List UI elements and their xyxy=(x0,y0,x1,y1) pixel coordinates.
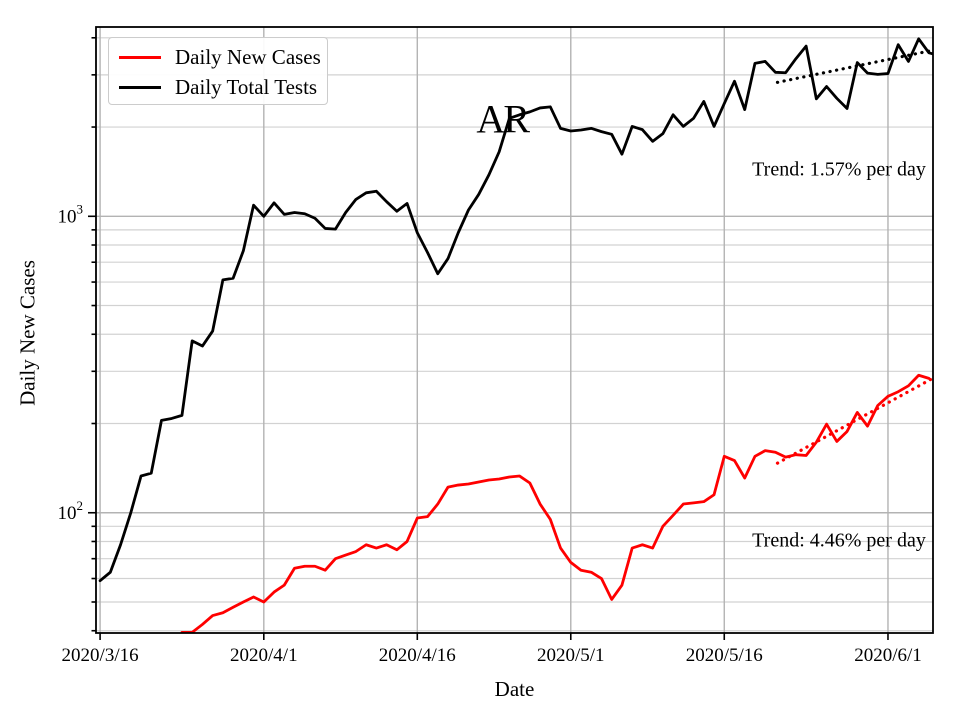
legend-label-daily-new-cases: Daily New Cases xyxy=(175,44,321,69)
minor-gridlines xyxy=(96,37,933,632)
tests-trend-annotation: Trend: 1.57% per day xyxy=(752,158,926,181)
trend-dotted-line-1 xyxy=(775,377,933,465)
red-line-swatch xyxy=(119,55,161,59)
y-axis-title: Daily New Cases xyxy=(15,260,40,406)
legend-label-daily-total-tests: Daily Total Tests xyxy=(175,74,318,99)
y-tick-labels: 102 103 xyxy=(58,201,84,523)
data-series xyxy=(98,37,933,633)
daily-total-tests-line xyxy=(98,37,933,583)
svg-text:2020/4/1: 2020/4/1 xyxy=(230,645,298,666)
major-gridlines xyxy=(96,27,933,633)
svg-text:103: 103 xyxy=(58,201,84,227)
legend-item-daily-new-cases: Daily New Cases xyxy=(109,42,327,72)
trend-dotted-line-0 xyxy=(775,49,933,84)
cases-trend-annotation: Trend: 4.46% per day xyxy=(752,529,926,552)
axis-ticks xyxy=(88,36,889,640)
svg-text:2020/3/16: 2020/3/16 xyxy=(62,645,139,666)
legend-item-daily-total-tests: Daily Total Tests xyxy=(109,72,327,102)
state-code-annotation: AR xyxy=(476,96,530,142)
x-tick-labels: 2020/3/16 2020/4/1 2020/4/16 2020/5/1 2020/5… xyxy=(62,645,922,666)
svg-text:2020/5/16: 2020/5/16 xyxy=(686,645,763,666)
daily-new-cases-line xyxy=(180,373,931,633)
black-line-swatch xyxy=(119,85,161,89)
svg-text:102: 102 xyxy=(58,498,84,524)
svg-text:2020/4/16: 2020/4/16 xyxy=(379,645,456,666)
plot-border xyxy=(95,26,934,634)
svg-text:2020/5/1: 2020/5/1 xyxy=(537,645,605,666)
x-axis-title: Date xyxy=(494,677,535,701)
legend: Daily New Cases Daily Total Tests xyxy=(108,37,328,105)
svg-text:2020/6/1: 2020/6/1 xyxy=(854,645,922,666)
